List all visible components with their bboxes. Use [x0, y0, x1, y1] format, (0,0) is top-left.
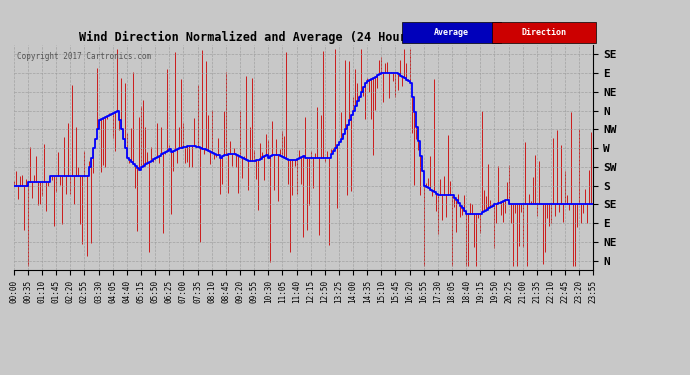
Text: Direction: Direction — [522, 28, 566, 37]
FancyBboxPatch shape — [492, 22, 596, 43]
Text: Average: Average — [434, 28, 469, 37]
FancyBboxPatch shape — [402, 22, 501, 43]
Text: Copyright 2017 Cartronics.com: Copyright 2017 Cartronics.com — [17, 52, 151, 61]
Title: Wind Direction Normalized and Average (24 Hours) (New) 20170710: Wind Direction Normalized and Average (2… — [79, 31, 528, 44]
